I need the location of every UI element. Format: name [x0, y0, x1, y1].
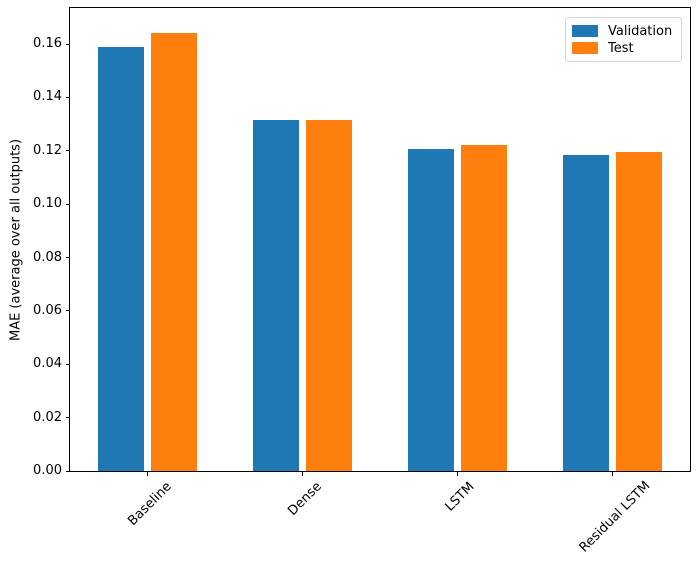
y-tick-mark — [66, 43, 70, 45]
x-tick-mark — [302, 472, 303, 476]
x-tick-mark — [457, 472, 458, 476]
y-tick-mark — [66, 310, 70, 312]
y-tick-mark — [66, 417, 70, 419]
bar-validation-lstm — [407, 149, 455, 471]
y-tick-label: 0.14 — [33, 89, 62, 105]
bar-test-lstm — [460, 145, 508, 471]
bar-test-baseline — [150, 33, 198, 471]
legend-item-test: Test — [572, 40, 673, 56]
y-tick-label: 0.00 — [33, 463, 62, 478]
legend-label-validation: Validation — [608, 23, 673, 39]
y-tick-label: 0.16 — [33, 36, 62, 52]
x-tick-mark — [612, 472, 613, 476]
y-tick-mark — [66, 96, 70, 98]
y-tick-mark — [66, 363, 70, 365]
y-tick-label: 0.02 — [33, 409, 62, 425]
plot-area — [69, 7, 691, 472]
y-tick-label: 0.10 — [33, 196, 62, 212]
bar-validation-dense — [252, 120, 300, 471]
x-tick-label: Residual LSTM — [576, 478, 653, 556]
bar-test-dense — [305, 120, 353, 471]
y-tick-label: 0.06 — [33, 302, 62, 318]
x-tick-label: LSTM — [441, 478, 478, 515]
y-tick-label: 0.12 — [33, 142, 62, 158]
y-tick-mark — [66, 203, 70, 205]
y-tick-mark — [66, 257, 70, 258]
bar-test-residual-lstm — [615, 152, 663, 471]
y-tick-mark — [66, 470, 70, 472]
y-tick-mark — [66, 150, 70, 152]
legend-label-test: Test — [608, 40, 634, 56]
bar-validation-baseline — [97, 46, 145, 471]
legend-swatch-validation — [572, 25, 598, 37]
legend-item-validation: Validation — [572, 23, 673, 39]
x-tick-label: Dense — [284, 478, 325, 519]
y-tick-label: 0.08 — [33, 249, 62, 265]
bar-validation-residual-lstm — [562, 154, 610, 471]
x-tick-label: Baseline — [124, 478, 175, 529]
y-tick-label: 0.04 — [33, 356, 62, 372]
legend: Validation Test — [565, 17, 682, 62]
legend-swatch-test — [572, 42, 598, 54]
x-tick-mark — [147, 472, 148, 476]
